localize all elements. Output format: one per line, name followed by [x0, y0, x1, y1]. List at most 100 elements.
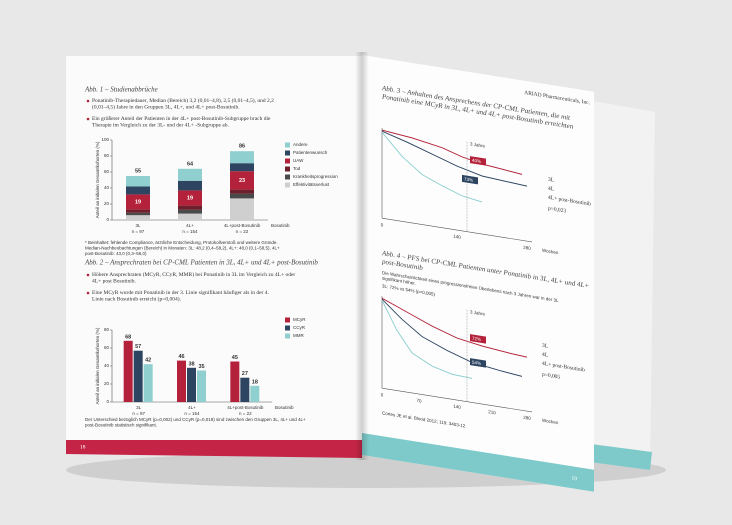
spine	[355, 52, 369, 460]
bar-segment	[230, 151, 254, 164]
bar-segment	[230, 189, 254, 194]
km-curve	[381, 130, 528, 187]
x-tick-label: 4L+post-Bosutinib	[227, 405, 264, 410]
bar-segment	[230, 171, 254, 190]
bar-segment	[230, 198, 254, 220]
chart-2: 0 20 40 60 80 Anteil an initialen Gesamtkohor…	[95, 317, 306, 416]
bullet-text: Ein größerer Anteil der Patienten in der…	[92, 115, 271, 129]
km-curve	[381, 297, 528, 358]
callout: 3 Jahre	[470, 309, 485, 316]
x-tick-label: n = 154	[184, 411, 200, 416]
bar	[187, 367, 196, 402]
total-label: 55	[135, 168, 141, 174]
y-tick-label: 100	[101, 137, 109, 142]
p-value: p=0,005	[542, 372, 560, 381]
bar-segment	[178, 168, 202, 181]
y-tick-label: 60	[104, 169, 110, 174]
y-tick-label: 80	[104, 327, 110, 332]
y-axis-label: Anteil an initialen Gesamtkohorten (%)	[95, 141, 100, 218]
data-label: 27	[242, 371, 248, 377]
legend-label: MMR	[293, 333, 304, 338]
x-tick-label: 4L+	[188, 405, 196, 410]
x-tick-label: 4L+post-Bosutinib	[224, 223, 261, 228]
legend-label: Effektivitätsverlust	[293, 182, 330, 187]
legend-label: 3L	[542, 343, 549, 350]
bullet-text: Ponatinib-Therapiedauer, Median (Bereich…	[92, 97, 274, 111]
bar-segment	[126, 176, 150, 187]
x-axis-label: Wochen	[542, 418, 559, 426]
total-label: 64	[187, 161, 194, 167]
legend-swatch	[285, 150, 290, 156]
bar	[240, 377, 250, 402]
y-tick-label: 80	[104, 153, 110, 158]
y-tick-label: 40	[104, 185, 110, 190]
right-page: 19 ARIAD Pharmaceuticals, Inc. Abb. 3 – …	[362, 55, 594, 492]
data-label: 68	[125, 334, 131, 340]
footnote: * Beinhaltet: fehlende Compliance, ärztl…	[85, 240, 280, 256]
data-label: 42	[145, 358, 151, 364]
footnote: Der Unterschied bezüglich MCyR (p=0,002)…	[85, 417, 306, 427]
bullet-text: Eine MCyR wurde mit Ponatinib in der 3. …	[92, 289, 270, 303]
x-tick-label: n = 154	[182, 229, 198, 234]
bar	[123, 340, 133, 402]
right-page-band	[362, 433, 594, 492]
page-number: 19	[572, 475, 578, 482]
callout: 73%	[464, 176, 473, 182]
bar	[250, 385, 260, 402]
legend-label: 4L	[542, 352, 549, 359]
total-label: 86	[239, 144, 245, 150]
callout: 72%	[472, 336, 481, 342]
legend-label: CCyR	[293, 325, 306, 330]
axis	[382, 387, 532, 413]
x-tick-label: 3L	[136, 405, 142, 410]
bar-segment	[178, 205, 202, 210]
km-curve	[381, 129, 523, 175]
callout-box	[470, 334, 486, 344]
bar	[197, 370, 206, 402]
page-number: 18	[80, 444, 86, 450]
legend-swatch	[285, 317, 290, 323]
bullet	[86, 99, 90, 103]
legend-label: Tod	[293, 166, 301, 171]
data-label: 23	[239, 178, 245, 184]
legend-swatch	[285, 325, 290, 331]
data-label: 57	[135, 344, 141, 350]
bar-segment	[178, 209, 202, 214]
bullet	[86, 291, 90, 295]
x-tick-label: n = 22	[236, 229, 249, 234]
legend-label: Patientenwunsch	[293, 150, 328, 155]
y-tick-label: 0	[106, 399, 109, 404]
bar-segment	[126, 212, 150, 216]
x-axis-label: Bosutinib	[271, 223, 290, 228]
x-tick-label: 140	[453, 234, 461, 240]
left-page-band	[66, 440, 362, 458]
data-label: 38	[188, 361, 194, 367]
callout: 40%	[472, 158, 481, 164]
y-tick-label: 20	[104, 381, 110, 386]
callout: 54%	[472, 360, 481, 366]
data-label: 35	[198, 364, 204, 370]
y-tick-label: 20	[104, 201, 110, 206]
legend-label: MCyR	[293, 317, 306, 322]
axis	[382, 217, 532, 243]
km-curve	[381, 300, 473, 379]
bar	[133, 350, 143, 402]
legend-swatch	[285, 174, 290, 180]
y-tick-label: 40	[104, 363, 110, 368]
x-tick-label: n = 97	[132, 229, 145, 234]
p-value: p=0,023	[548, 206, 566, 215]
x-tick-label: 70	[417, 398, 422, 404]
bar-segment	[230, 193, 254, 199]
bar-segment	[178, 213, 202, 220]
x-tick-label: 3L	[135, 223, 141, 228]
data-label: 18	[252, 379, 258, 385]
x-tick-label: n = 22	[239, 411, 252, 416]
x-tick-label: n = 97	[132, 411, 145, 416]
y-axis-label: Anteil an initialen Gesamtkohorten (%)	[95, 327, 100, 404]
data-label: 19	[135, 199, 141, 205]
bar-segment	[178, 190, 202, 206]
km-curve	[381, 298, 523, 377]
legend-swatch	[285, 158, 290, 164]
x-tick-label: 280	[523, 245, 531, 251]
